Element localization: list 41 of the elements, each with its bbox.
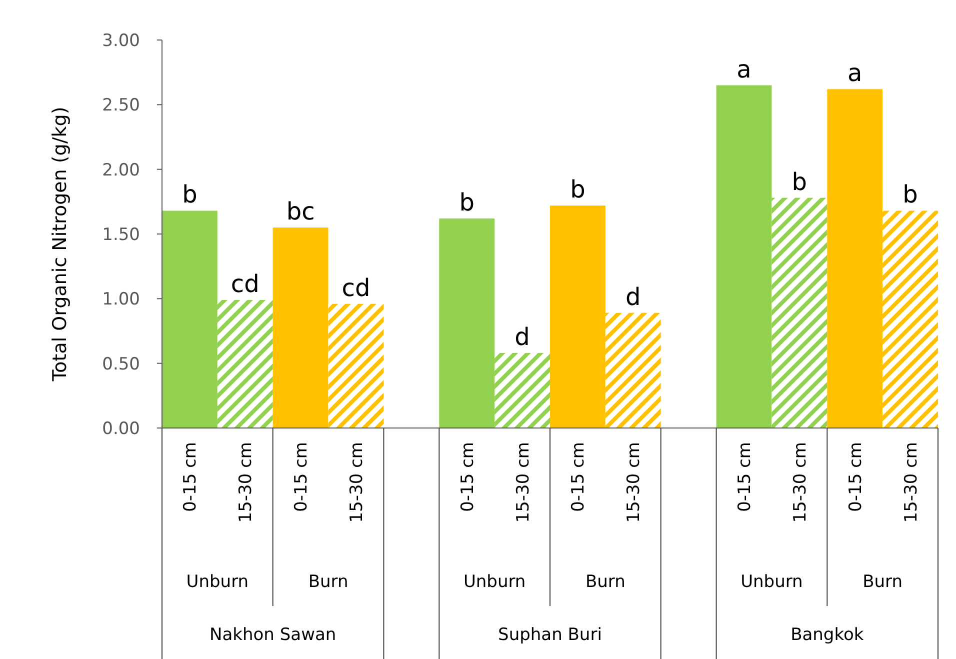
x-tick-label: 15-30 cm — [901, 442, 922, 523]
data-label: b — [182, 180, 198, 209]
text: Unburn — [463, 572, 526, 592]
x-tick-label: 15-30 cm — [236, 442, 256, 523]
data-label: cd — [230, 270, 260, 298]
x-tick-label: 0-15 cm — [735, 442, 755, 512]
text: Suphan Buri — [498, 625, 602, 645]
text: Burn — [308, 572, 348, 592]
x-tick-label: 0-15 cm — [180, 442, 201, 512]
data-label: cd — [342, 274, 370, 302]
y-tick-label: 1.50 — [102, 225, 140, 245]
y-tick-label: 2.50 — [102, 96, 140, 116]
data-label: d — [514, 322, 530, 351]
data-label: a — [848, 59, 862, 88]
x-tick-label: 15-30 cm — [513, 442, 534, 523]
y-tick-label: 2.00 — [102, 160, 140, 180]
x-tick-label: 0-15 cm — [568, 442, 589, 512]
y-tick-label: 3.00 — [102, 31, 140, 51]
data-label: d — [626, 282, 641, 311]
text: Unburn — [740, 572, 803, 592]
x-tick-label: 0-15 cm — [292, 442, 312, 512]
x-tick-label: 0-15 cm — [846, 442, 866, 512]
y-axis-title: Total Organic Nitrogen (g/kg) — [49, 106, 71, 382]
data-label: b — [902, 180, 918, 209]
data-label: b — [459, 188, 474, 216]
data-label: a — [736, 55, 752, 84]
text: Unburn — [186, 572, 249, 592]
y-tick-label: 0.50 — [102, 354, 140, 374]
x-tick-label: 15-30 cm — [624, 442, 644, 523]
x-tick-label: 0-15 cm — [458, 442, 478, 512]
data-label: bc — [286, 198, 315, 226]
y-tick-label: 1.00 — [102, 290, 140, 310]
x-tick-label: 15-30 cm — [347, 442, 367, 523]
text: Burn — [585, 572, 626, 592]
data-label: b — [570, 176, 586, 204]
text: Nakhon Sawan — [210, 625, 336, 645]
x-tick-label: 15-30 cm — [790, 442, 810, 523]
text: Burn — [862, 572, 903, 592]
y-tick-label: 0.00 — [102, 419, 140, 439]
data-label: b — [792, 168, 808, 196]
text: Bangkok — [790, 625, 864, 645]
